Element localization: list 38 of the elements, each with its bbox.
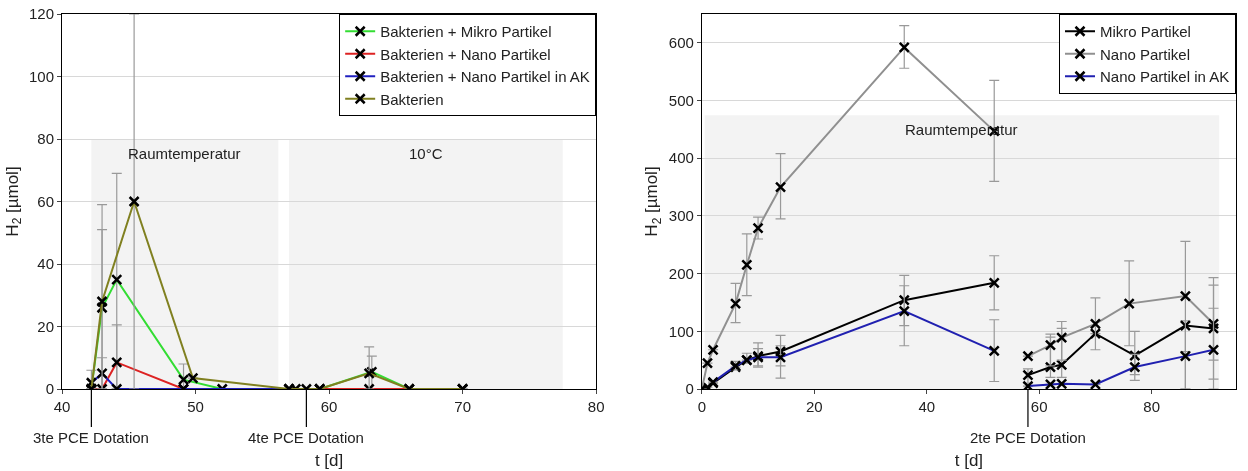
band-label: 10°C: [409, 145, 443, 162]
x-tick-label: 50: [187, 398, 204, 415]
x-tick-label: 60: [1030, 398, 1048, 415]
legend-label: Bakterien + Nano Partikel: [380, 45, 551, 63]
legend-label: Bakterien + Nano Partikel in AK: [380, 68, 590, 86]
x-tick-label: 70: [454, 398, 471, 415]
y-tick-label: 20: [37, 317, 54, 335]
y-tick-label: 600: [668, 34, 694, 52]
x-axis-title: t [d]: [314, 451, 344, 471]
y-tick-label: 300: [668, 207, 694, 225]
annotation: 2te PCE Dotation: [970, 429, 1086, 446]
legend-label: Nano Partikel in AK: [1100, 68, 1230, 86]
y-tick-label: 40: [37, 255, 54, 273]
x-axis-title: t [d]: [954, 451, 984, 471]
y-tick-label: 500: [668, 91, 694, 109]
x-tick-label: 40: [53, 398, 71, 415]
y-tick-label: 80: [37, 130, 54, 148]
x-tick-label: 40: [918, 398, 936, 415]
x-tick-label: 80: [587, 398, 605, 415]
band-label: Raumtemperatur: [128, 145, 241, 162]
x-tick-label: 0: [697, 398, 706, 415]
x-tick-label: 80: [1143, 398, 1160, 415]
x-tick-label: 60: [320, 398, 338, 415]
legend-label: Nano Partikel: [1100, 45, 1191, 63]
y-tick-label: 200: [668, 264, 694, 282]
y-tick-label: 120: [28, 5, 54, 23]
y-tick-label: 60: [37, 192, 54, 210]
y-tick-label: 0: [685, 380, 694, 398]
annotation: 4te PCE Dotation: [248, 429, 364, 446]
annotation: 3te PCE Dotation: [33, 429, 149, 446]
y-tick-label: 400: [668, 149, 694, 167]
legend-label: Mikro Partikel: [1100, 23, 1191, 41]
legend-label: Bakterien: [380, 90, 444, 108]
y-tick-label: 100: [668, 322, 694, 340]
legend-label: Bakterien + Mikro Partikel: [380, 23, 552, 41]
x-tick-label: 20: [805, 398, 823, 415]
y-tick-label: 100: [28, 67, 54, 85]
y-tick-label: 0: [45, 380, 54, 398]
